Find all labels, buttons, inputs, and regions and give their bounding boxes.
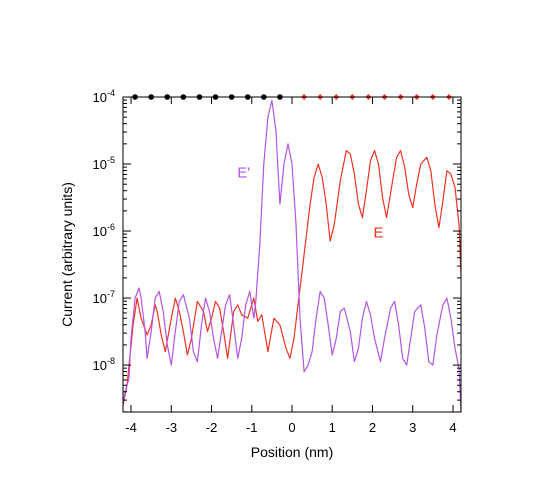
x-tick-label: -4	[125, 420, 137, 435]
y-axis: 10-4 10-5 10-6 10-7 10-8	[93, 88, 461, 413]
series-layer	[123, 99, 461, 412]
y-tick-label: 10-8	[93, 356, 115, 373]
x-axis-label: Position (nm)	[251, 444, 333, 460]
x-tick-label: 0	[288, 420, 295, 435]
x-tick-label: 4	[449, 420, 456, 435]
annotation-layer: E' E	[237, 164, 383, 241]
x-tick-label: -3	[166, 420, 178, 435]
y-tick-label: 10-5	[93, 155, 115, 172]
series-line-e	[123, 150, 461, 406]
y-tick-label: 10-6	[93, 222, 115, 239]
y-axis-label: Current (arbitrary units)	[59, 182, 75, 327]
series-annotation: E'	[237, 164, 250, 181]
y-tick-label: 10-7	[93, 289, 115, 306]
x-tick-label: 3	[409, 420, 416, 435]
x-tick-label: -2	[206, 420, 218, 435]
plot-frame	[122, 96, 462, 413]
x-axis: -4 -3 -2 -1 0 1 2 3 4	[125, 97, 457, 435]
y-tick-label: 10-4	[93, 88, 115, 105]
series-line-e-prime	[123, 99, 461, 412]
x-tick-label: 2	[369, 420, 376, 435]
series-annotation: E	[374, 225, 384, 242]
x-tick-label: 1	[329, 420, 336, 435]
x-tick-label: -1	[246, 420, 258, 435]
